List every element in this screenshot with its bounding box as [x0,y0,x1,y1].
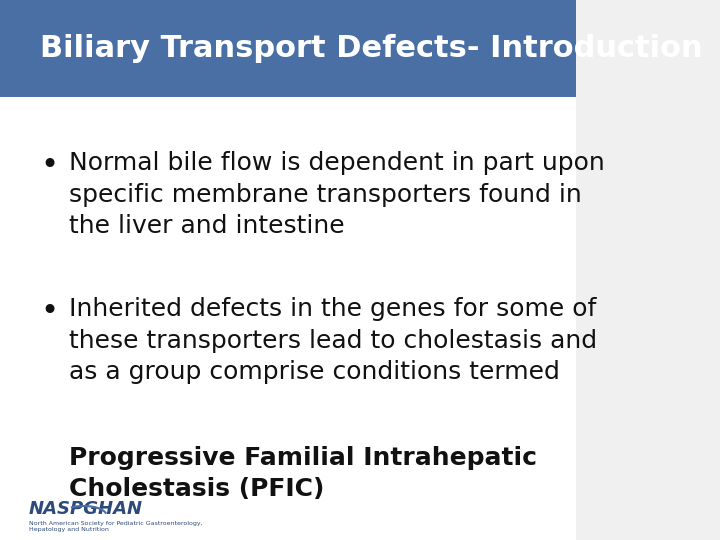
Text: Biliary Transport Defects- Introduction: Biliary Transport Defects- Introduction [40,34,703,63]
Text: •: • [40,297,58,326]
Text: Progressive Familial Intrahepatic
Cholestasis (PFIC): Progressive Familial Intrahepatic Choles… [69,446,537,501]
Text: North American Society for Pediatric Gastroenterology,
Hepatology and Nutrition: North American Society for Pediatric Gas… [29,521,202,532]
Text: Inherited defects in the genes for some of
these transporters lead to cholestasi: Inherited defects in the genes for some … [69,297,598,416]
Text: •: • [40,151,58,180]
FancyBboxPatch shape [0,97,576,540]
FancyBboxPatch shape [0,0,576,97]
Text: Normal bile flow is dependent in part upon
specific membrane transporters found : Normal bile flow is dependent in part up… [69,151,605,238]
Text: NASPGHAN: NASPGHAN [29,501,143,518]
